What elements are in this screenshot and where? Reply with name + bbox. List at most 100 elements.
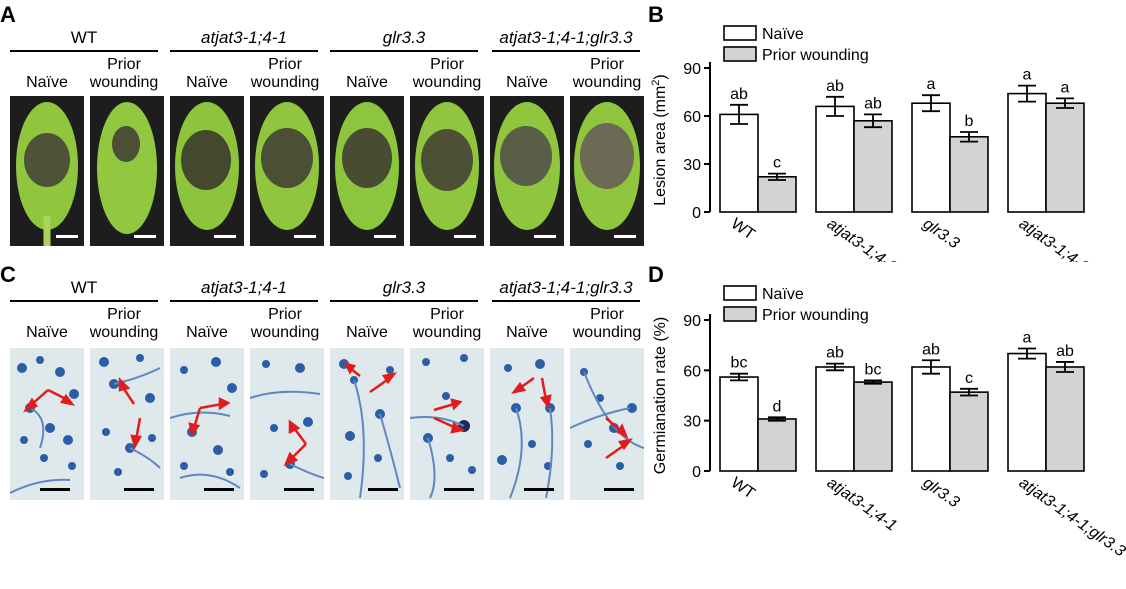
genotype-title-triple: atjat3-1;4-1;glr3.3 xyxy=(499,28,633,47)
bar-prior xyxy=(949,391,989,472)
y-axis-label-text: ) xyxy=(652,74,669,79)
panel-letter-a: A xyxy=(0,2,16,27)
condition-naive: Naïve xyxy=(186,74,228,91)
significance-letter: ab xyxy=(922,341,940,358)
bar-naive xyxy=(911,366,951,472)
condition-naive: Naïve xyxy=(506,324,548,341)
legend-label: Prior wounding xyxy=(762,47,869,64)
bar-prior xyxy=(757,418,797,472)
bar-naive xyxy=(911,102,951,213)
significance-letter: c xyxy=(965,370,973,387)
significance-letter: d xyxy=(773,398,782,415)
genotype-title-triple: atjat3-1;4-1;glr3.3 xyxy=(499,278,633,297)
significance-letter: a xyxy=(1023,67,1032,84)
category-label: glr3.3 xyxy=(920,474,963,511)
y-axis-label-sup: 2 xyxy=(650,80,662,86)
leaf-photo xyxy=(330,96,404,246)
scale-bar xyxy=(204,488,234,491)
category-label: atjat3-1;4-1;glr3.3 xyxy=(1016,474,1126,560)
significance-letter: bc xyxy=(865,361,882,378)
y-tick-label: 30 xyxy=(683,157,701,174)
scale-bar xyxy=(56,235,78,238)
bar-naive xyxy=(1007,92,1047,213)
bar-prior xyxy=(1045,102,1085,213)
bar-prior xyxy=(853,120,893,213)
scale-bar xyxy=(604,488,634,491)
significance-letter: ab xyxy=(1056,343,1074,360)
category-label: WT xyxy=(728,215,758,243)
y-axis-label: Lesion area (mm2) xyxy=(650,74,669,206)
condition-prior: Prior wounding xyxy=(89,306,159,341)
legend-swatch-prior xyxy=(723,46,757,62)
genotype-title-atjat: atjat3-1;4-1 xyxy=(201,28,287,47)
condition-naive: Naïve xyxy=(506,74,548,91)
category-label: glr3.3 xyxy=(920,215,963,252)
y-axis-label-text: Lesion area (mm xyxy=(652,86,669,206)
micrograph xyxy=(10,348,84,500)
scale-bar xyxy=(214,235,236,238)
category-label: atjat3-1;4-1 xyxy=(824,474,900,534)
group-line xyxy=(10,50,158,52)
leaf-photo xyxy=(90,96,164,246)
scale-bar xyxy=(614,235,636,238)
bar-prior xyxy=(949,136,989,213)
leaf-photo xyxy=(570,96,644,246)
condition-prior: Prior wounding xyxy=(250,306,320,341)
legend-label: Prior wounding xyxy=(762,307,869,324)
scale-bar xyxy=(134,235,156,238)
scale-bar xyxy=(124,488,154,491)
micrograph xyxy=(490,348,564,500)
scale-bar xyxy=(444,488,474,491)
legend-swatch-naive xyxy=(723,25,757,41)
genotype-title-glr: glr3.3 xyxy=(382,278,426,297)
condition-naive: Naïve xyxy=(346,74,388,91)
group-line xyxy=(170,300,318,302)
bar-prior xyxy=(1045,366,1085,472)
y-tick-label: 60 xyxy=(683,109,701,126)
micrograph xyxy=(330,348,404,500)
bar-naive xyxy=(815,105,855,213)
micrograph xyxy=(250,348,324,500)
y-tick-label: 60 xyxy=(683,363,701,380)
significance-letter: ab xyxy=(826,78,844,95)
legend-label: Naïve xyxy=(762,26,804,43)
genotype-title-atjat: atjat3-1;4-1 xyxy=(201,278,287,297)
condition-naive: Naïve xyxy=(26,324,68,341)
panel-letter-c: C xyxy=(0,262,16,287)
group-line xyxy=(330,300,478,302)
scale-bar xyxy=(284,488,314,491)
scale-bar xyxy=(454,235,476,238)
scale-bar xyxy=(368,488,398,491)
scale-bar xyxy=(534,235,556,238)
panel-c: WT atjat3-1;4-1 glr3.3 atjat3-1;4-1;glr3… xyxy=(0,262,650,512)
panel-letter-d: D xyxy=(648,262,664,287)
category-label: atjat3-1;4-1 xyxy=(824,215,900,262)
legend-swatch-naive xyxy=(723,285,757,301)
y-tick-label: 0 xyxy=(692,205,701,222)
leaf-photo xyxy=(410,96,484,246)
significance-letter: a xyxy=(1061,79,1070,96)
y-tick-label: 90 xyxy=(683,313,701,330)
scale-bar xyxy=(524,488,554,491)
micrograph xyxy=(570,348,644,500)
significance-letter: a xyxy=(1023,330,1032,347)
group-line xyxy=(170,50,318,52)
legend-label: Naïve xyxy=(762,286,804,303)
bar-naive xyxy=(815,366,855,472)
condition-naive: Naïve xyxy=(26,74,68,91)
category-label: WT xyxy=(728,474,758,502)
significance-letter: bc xyxy=(731,355,748,372)
group-line xyxy=(492,300,640,302)
bar-naive xyxy=(719,376,759,472)
condition-prior: Prior wounding xyxy=(572,306,642,341)
germination-chart: 0 30 60 90 Germianation rate (%) bc d WT ab bc atj… xyxy=(652,285,1126,560)
leaf-photo xyxy=(170,96,244,246)
y-axis-label: Germianation rate (%) xyxy=(652,317,669,474)
significance-letter: ab xyxy=(864,95,882,112)
panel-letter-b: B xyxy=(648,2,664,27)
bar-prior xyxy=(853,381,893,472)
significance-letter: ab xyxy=(826,345,844,362)
condition-prior: Prior wounding xyxy=(250,56,320,91)
scale-bar xyxy=(374,235,396,238)
micrograph xyxy=(90,348,164,500)
